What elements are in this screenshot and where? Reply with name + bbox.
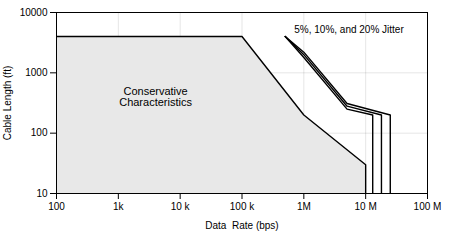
svg-text:100 M: 100 M [414, 201, 442, 212]
svg-text:100: 100 [31, 127, 48, 138]
svg-text:1000: 1000 [25, 67, 48, 78]
svg-text:10 M: 10 M [355, 201, 377, 212]
svg-text:ConservativeCharacteristics: ConservativeCharacteristics [119, 85, 192, 108]
svg-text:10: 10 [36, 188, 48, 199]
svg-text:100: 100 [48, 201, 65, 212]
svg-text:10 k: 10 k [171, 201, 191, 212]
svg-text:5%, 10%, and 20% Jitter: 5%, 10%, and 20% Jitter [294, 24, 404, 35]
svg-text:100 k: 100 k [230, 201, 255, 212]
svg-text:Cable Length (ft): Cable Length (ft) [2, 66, 13, 141]
svg-text:10000: 10000 [20, 7, 48, 18]
svg-text:1M: 1M [297, 201, 311, 212]
svg-text:Data Rate (bps): Data Rate (bps) [205, 220, 278, 231]
svg-text:1k: 1k [113, 201, 125, 212]
